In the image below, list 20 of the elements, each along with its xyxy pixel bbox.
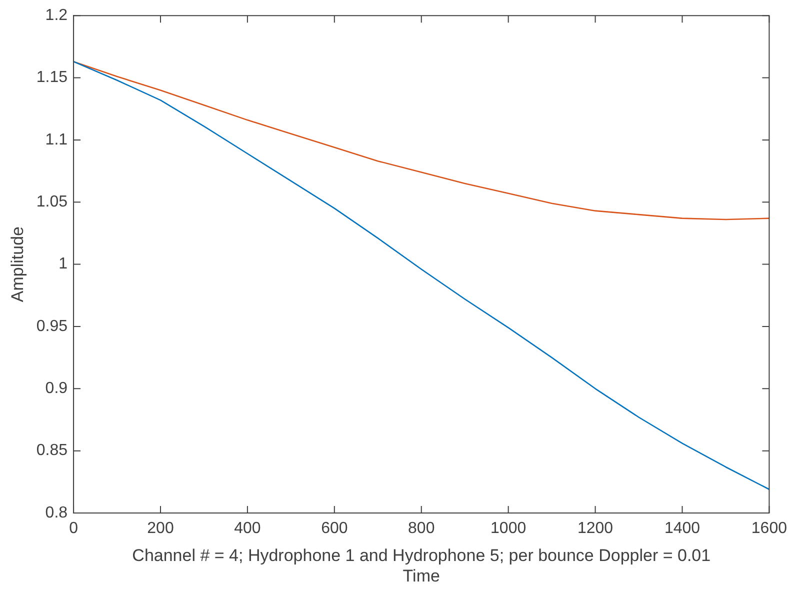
x-tick-label: 1200	[577, 520, 614, 538]
y-axis-title: Amplitude	[8, 226, 27, 302]
x-tick-label: 1600	[751, 520, 788, 538]
y-tick-label: 0.85	[36, 442, 68, 460]
x-tick-label: 1000	[490, 520, 526, 538]
x-tick-label: 1400	[664, 520, 700, 538]
y-tick-label: 1.2	[45, 7, 68, 24]
x-tick-label: 400	[234, 520, 261, 538]
x-tick-label: 200	[147, 520, 174, 538]
y-tick-label: 1.05	[36, 194, 68, 211]
x-tick-label: 600	[321, 520, 348, 538]
x-tick-label: 0	[69, 520, 78, 538]
x-axis-title: Channel # = 4; Hydrophone 1 and Hydrophone 5; per bounce Doppler = 0.01 Time	[132, 546, 711, 586]
y-tick-label: 1	[58, 256, 68, 273]
y-tick-label: 1.1	[45, 131, 68, 148]
y-tick-label: 0.8	[45, 504, 68, 522]
y-tick-label: 0.95	[36, 318, 68, 335]
x-tick-label: 800	[408, 520, 435, 538]
y-tick-label: 0.9	[45, 380, 68, 398]
y-tick-label: 1.15	[36, 69, 68, 86]
